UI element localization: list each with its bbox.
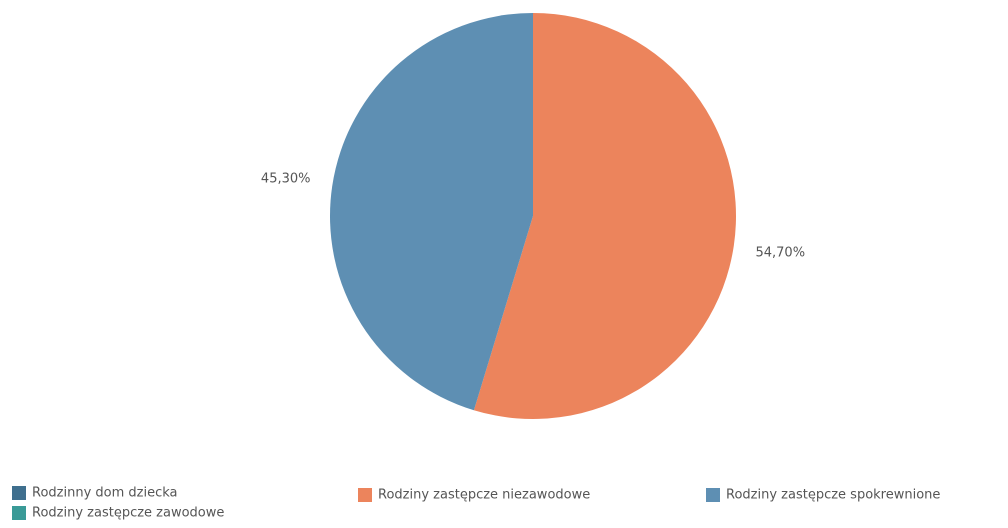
legend-swatch bbox=[12, 486, 26, 500]
legend-label: Rodziny zastępcze niezawodowe bbox=[378, 488, 590, 503]
slice-label: 54,70% bbox=[755, 245, 805, 260]
pie-slice bbox=[473, 13, 737, 420]
pie-slice bbox=[330, 13, 533, 411]
legend-label: Rodzinny dom dziecka bbox=[32, 486, 178, 501]
slice-label: 45,30% bbox=[261, 172, 311, 187]
legend-swatch bbox=[12, 506, 26, 520]
legend-swatch bbox=[358, 488, 372, 502]
legend-label: Rodziny zastępcze spokrewnione bbox=[726, 488, 940, 503]
legend-swatch bbox=[706, 488, 720, 502]
legend-label: Rodziny zastępcze zawodowe bbox=[32, 506, 224, 521]
